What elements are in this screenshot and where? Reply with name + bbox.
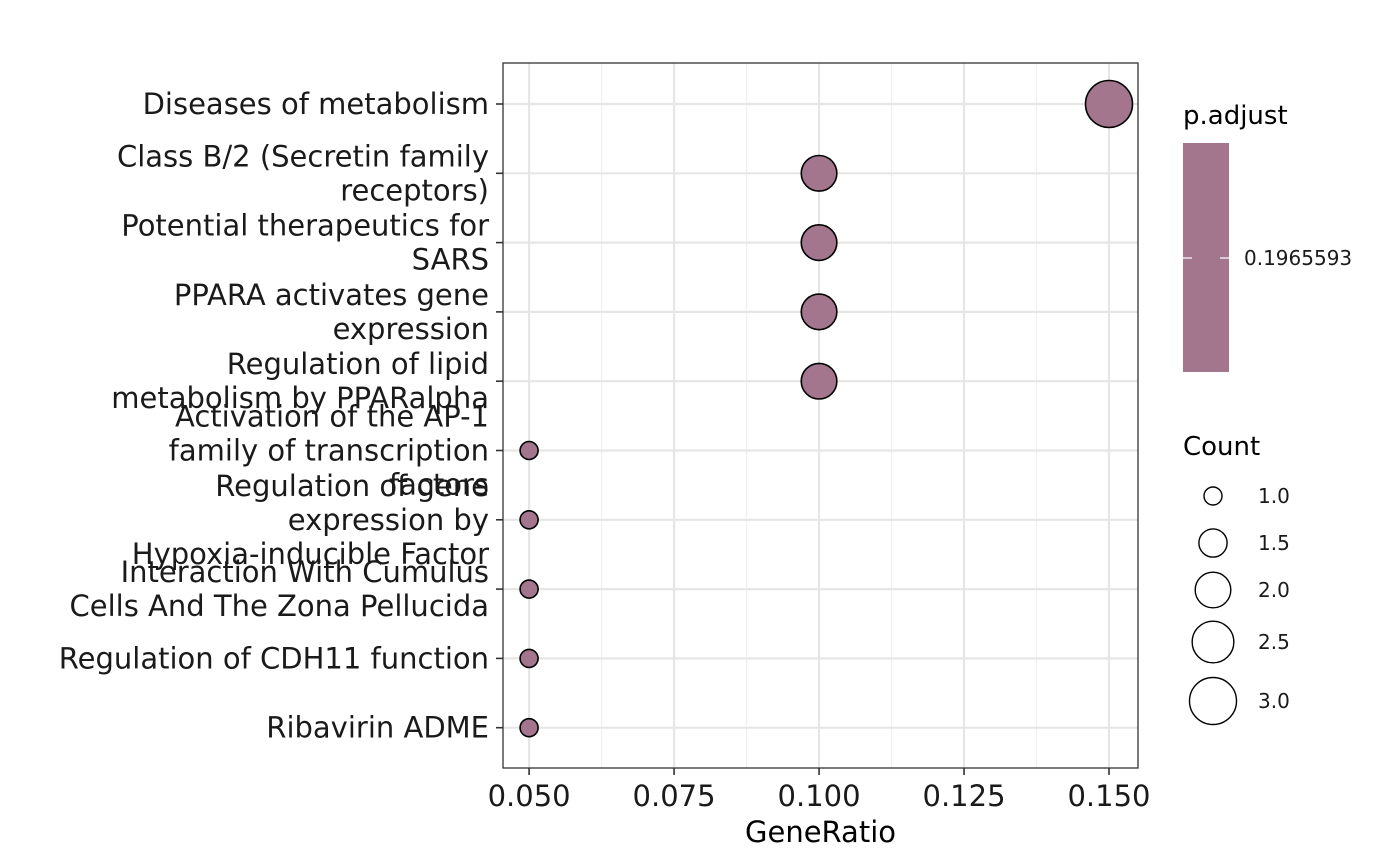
y-tick-label-line: expression (333, 312, 489, 346)
count-legend-key (1194, 571, 1232, 609)
count-legend-key (1198, 528, 1228, 558)
y-tick-label-line: PPARA activates gene (174, 278, 489, 312)
y-tick-label-line: Potential therapeutics for (121, 209, 489, 243)
y-tick-label: Ribavirin ADME (266, 711, 489, 745)
x-tick-label: 0.150 (1067, 779, 1150, 813)
y-tick-label: Activation of the AP-1 family of transcri… (169, 400, 489, 502)
data-point (519, 717, 539, 738)
x-tick-label: 0.050 (488, 779, 571, 813)
count-legend: Count 1.0 1.5 2.0 2.5 3.0 (1183, 432, 1290, 726)
data-point (800, 293, 838, 331)
y-tick-label-line: Interaction With Cumulus (121, 555, 489, 589)
y-tick-label-line: Diseases of metabolism (143, 87, 489, 121)
y-tick-label-line: Regulation of lipid (227, 347, 489, 381)
count-legend-key (1188, 676, 1238, 726)
data-point (800, 224, 838, 262)
y-tick-label-line: receptors) (340, 173, 489, 207)
p-adjust-legend: p.adjust 0.1965593 (1183, 101, 1352, 372)
y-tick-label-line: Hypoxia-inducible Factor (132, 537, 489, 571)
count-legend-key (1203, 486, 1223, 506)
x-axis-title: GeneRatio (745, 815, 896, 849)
count-legend-label: 1.0 (1258, 484, 1290, 508)
y-tick-label: Class B/2 (Secretin family receptors) (117, 139, 489, 207)
y-tick-label-line: SARS (412, 243, 489, 277)
count-legend-label: 2.5 (1258, 630, 1290, 654)
count-legend-label: 3.0 (1258, 689, 1290, 713)
count-legend-label: 2.0 (1258, 578, 1290, 602)
data-point (519, 440, 539, 461)
p-adjust-legend-title: p.adjust (1183, 101, 1288, 131)
data-point (1084, 79, 1134, 129)
y-tick-label-line: expression by (288, 503, 489, 537)
y-tick-label-line: metabolism by PPARalpha (111, 381, 489, 415)
data-points (519, 79, 1134, 738)
data-point (800, 154, 838, 192)
x-tick-label: 0.125 (923, 779, 1006, 813)
y-tick-label: Potential therapeutics for SARS (121, 209, 489, 277)
y-tick-label: Regulation of lipid metabolism by PPARalp… (111, 347, 489, 415)
y-tick-label-line: Regulation of CDH11 function (59, 641, 489, 675)
y-tick-label: Regulation of CDH11 function (59, 641, 489, 675)
x-tick-label: 0.075 (633, 779, 716, 813)
y-axis: Diseases of metabolism Class B/2 (Secreti… (59, 87, 503, 745)
y-tick-label-line: Activation of the AP-1 (175, 400, 489, 434)
count-legend-label: 1.5 (1258, 531, 1290, 555)
y-tick-label-line: Regulation of gene (215, 469, 489, 503)
data-point (519, 648, 539, 669)
data-point (800, 362, 838, 400)
y-tick-label-line: factors (389, 468, 489, 502)
y-tick-label: Diseases of metabolism (143, 87, 489, 121)
y-tick-label-line: family of transcription (169, 434, 489, 468)
plot-panel-border (502, 62, 1139, 769)
y-tick-label-line: Cells And The Zona Pellucida (70, 589, 489, 623)
y-tick-label-line: Class B/2 (Secretin family (117, 139, 489, 173)
y-tick-label: PPARA activates gene expression (174, 278, 489, 346)
x-axis: 0.050 0.075 0.100 0.125 0.150 (488, 768, 1151, 813)
count-legend-title: Count (1183, 432, 1260, 462)
y-tick-label: Regulation of gene expression by Hypoxia-i… (132, 469, 489, 571)
data-point (519, 509, 539, 530)
data-point (519, 579, 539, 599)
y-tick-label-line: Ribavirin ADME (266, 711, 489, 745)
p-adjust-legend-label: 0.1965593 (1244, 246, 1352, 270)
count-legend-key (1191, 620, 1235, 664)
x-tick-label: 0.100 (778, 779, 861, 813)
y-tick-label: Interaction With Cumulus Cells And The Zo… (70, 555, 489, 623)
